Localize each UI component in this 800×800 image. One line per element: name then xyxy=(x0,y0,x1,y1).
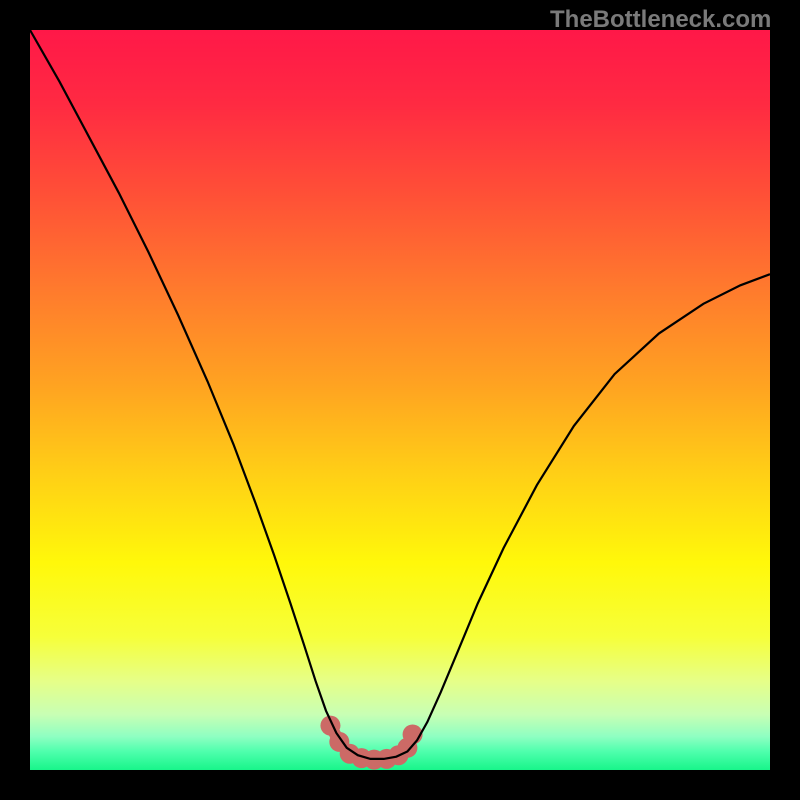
chart-frame xyxy=(0,0,800,800)
watermark-text: TheBottleneck.com xyxy=(550,6,771,34)
